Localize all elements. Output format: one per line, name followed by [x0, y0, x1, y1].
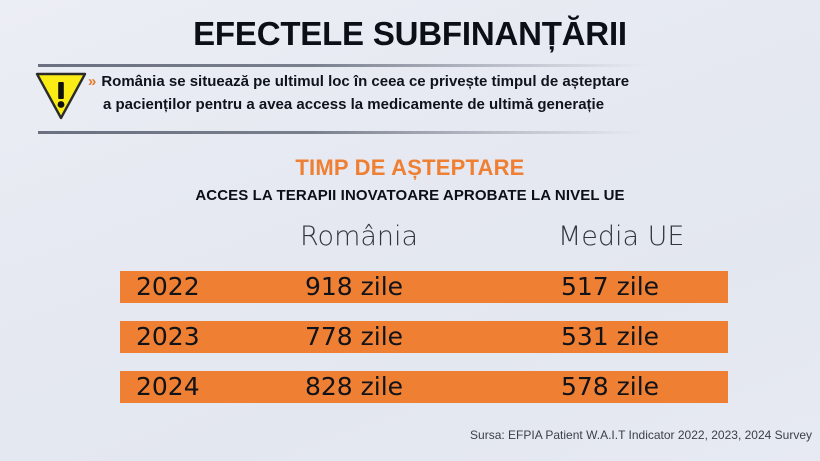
- callout-line-1-text: România se situează pe ultimul loc în ce…: [101, 73, 630, 90]
- chart-title: TIMP DE AȘTEPTARE: [295, 155, 525, 180]
- cell-romania: 828 zile: [305, 372, 404, 401]
- page-title: EFECTELE SUBFINANȚĂRII: [193, 15, 627, 52]
- chart-subtitle: ACCES LA TERAPII INOVATOARE APROBATE LA …: [195, 187, 625, 204]
- cell-year: 2023: [136, 322, 200, 351]
- source-note: Sursa: EFPIA Patient W.A.I.T Indicator 2…: [470, 428, 812, 442]
- cell-media-ue: 517 zile: [561, 272, 660, 301]
- callout-line-2: a pacienților pentru a avea access la me…: [103, 96, 605, 113]
- callout-text: » România se situează pe ultimul loc în c…: [88, 70, 788, 116]
- table-row: 2023 778 zile 531 zile: [120, 321, 728, 353]
- column-header-media-ue: Media UE: [558, 221, 685, 252]
- data-rows: 2022 918 zile 517 zile 2023 778 zile 531…: [120, 271, 728, 421]
- bullet-icon: »: [88, 73, 97, 90]
- cell-media-ue: 578 zile: [561, 372, 660, 401]
- cell-romania: 778 zile: [305, 322, 404, 351]
- cell-romania: 918 zile: [305, 272, 404, 301]
- cell-media-ue: 531 zile: [561, 322, 660, 351]
- table-row: 2024 828 zile 578 zile: [120, 371, 728, 403]
- cell-year: 2024: [136, 372, 200, 401]
- divider-bottom: [38, 131, 646, 134]
- column-headers: România Media UE: [120, 221, 728, 259]
- divider-top: [38, 64, 646, 67]
- cell-year: 2022: [136, 272, 200, 301]
- table-row: 2022 918 zile 517 zile: [120, 271, 728, 303]
- column-header-romania: România: [300, 221, 419, 252]
- callout-line-1: » România se situează pe ultimul loc în c…: [88, 70, 788, 93]
- warning-triangle-icon: [34, 70, 88, 122]
